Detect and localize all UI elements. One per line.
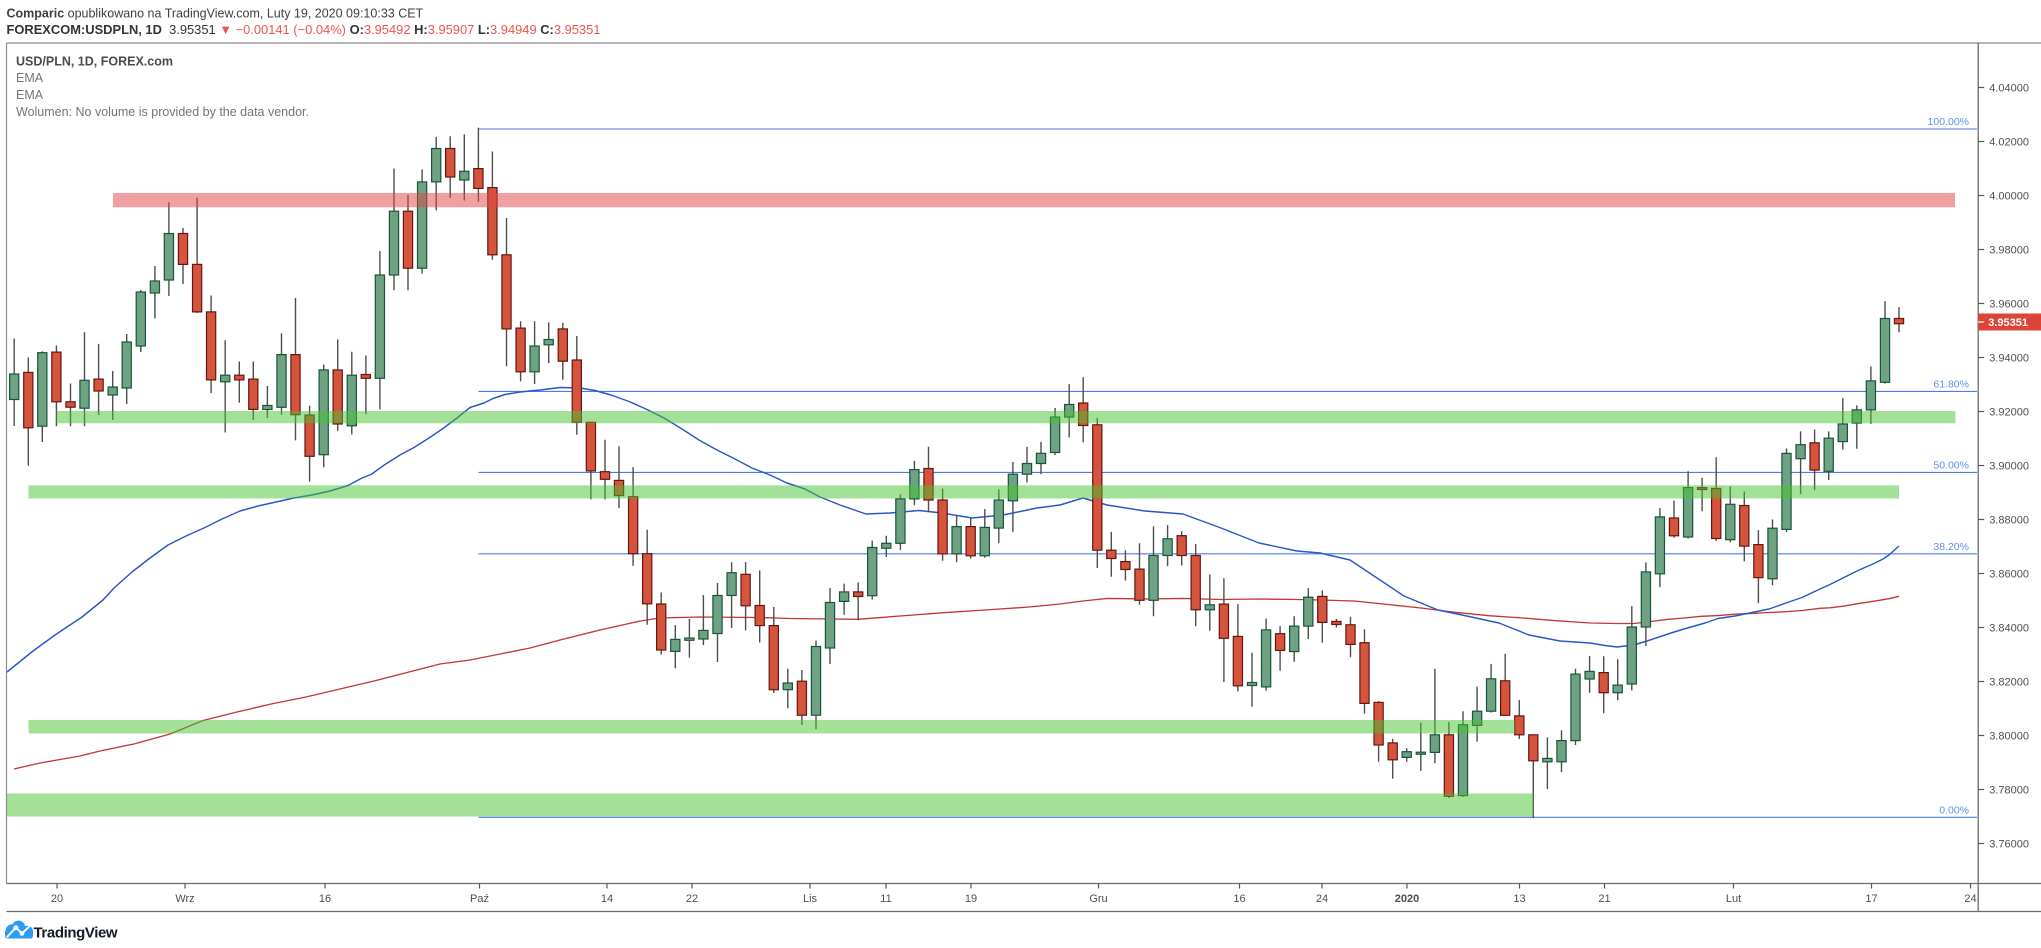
svg-text:38.20%: 38.20% [1933,541,1969,553]
svg-text:3.78000: 3.78000 [1989,785,2029,797]
svg-text:Wolumen: No volume is provided: Wolumen: No volume is provided by the da… [16,105,309,119]
svg-text:3.84000: 3.84000 [1989,623,2029,635]
svg-text:21: 21 [1598,893,1610,905]
svg-text:3.90000: 3.90000 [1989,461,2029,473]
svg-text:USD/PLN, 1D, FOREX.com: USD/PLN, 1D, FOREX.com [16,55,173,69]
svg-text:3.96000: 3.96000 [1989,299,2029,311]
svg-text:3.98000: 3.98000 [1989,245,2029,257]
svg-text:19: 19 [965,893,977,905]
svg-text:Paź: Paź [470,893,489,905]
svg-text:EMA: EMA [16,88,44,102]
svg-text:3.82000: 3.82000 [1989,677,2029,689]
svg-text:Comparic opublikowano na Tradi: Comparic opublikowano na TradingView.com… [7,7,424,21]
svg-text:3.86000: 3.86000 [1989,569,2029,581]
svg-text:61.80%: 61.80% [1933,378,1969,390]
svg-text:4.04000: 4.04000 [1989,83,2029,95]
svg-text:17: 17 [1865,893,1877,905]
svg-text:0.00%: 0.00% [1939,804,1969,816]
svg-text:2020: 2020 [1395,893,1419,905]
svg-text:TradingView: TradingView [34,925,118,942]
svg-text:3.80000: 3.80000 [1989,731,2029,743]
svg-text:3.76000: 3.76000 [1989,839,2029,851]
svg-text:3.95351: 3.95351 [1988,317,2028,329]
svg-text:4.00000: 4.00000 [1989,191,2029,203]
svg-text:3.92000: 3.92000 [1989,407,2029,419]
svg-text:50.00%: 50.00% [1933,459,1969,471]
svg-text:4.02000: 4.02000 [1989,137,2029,149]
svg-text:Lis: Lis [803,893,818,905]
svg-text:16: 16 [319,893,331,905]
svg-text:100.00%: 100.00% [1928,116,1969,128]
svg-text:Lut: Lut [1726,893,1741,905]
svg-text:3.88000: 3.88000 [1989,515,2029,527]
svg-text:16: 16 [1233,893,1245,905]
svg-text:Wrz: Wrz [175,893,194,905]
svg-text:22: 22 [686,893,698,905]
svg-text:11: 11 [880,893,891,905]
svg-text:24: 24 [1316,893,1328,905]
svg-text:20: 20 [51,893,63,905]
svg-text:Gru: Gru [1089,893,1107,905]
svg-text:3.94000: 3.94000 [1989,353,2029,365]
svg-text:EMA: EMA [16,71,44,85]
svg-text:FOREXCOM:USDPLN, 1D 3.95351 ▼: FOREXCOM:USDPLN, 1D 3.95351 ▼ −0.00141 (… [7,22,601,37]
svg-text:14: 14 [601,893,613,905]
svg-text:24: 24 [1964,893,1976,905]
svg-text:13: 13 [1513,893,1525,905]
